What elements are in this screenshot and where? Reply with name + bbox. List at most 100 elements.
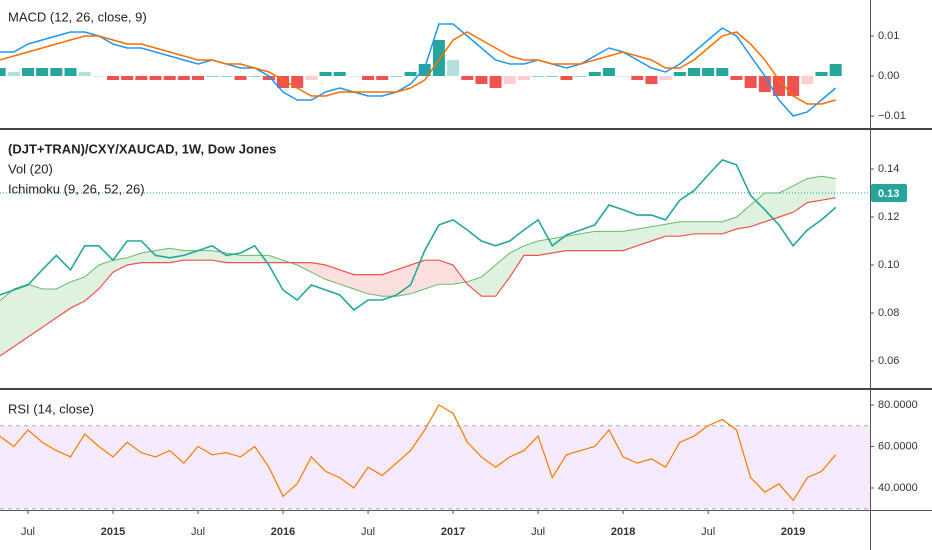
cloud xyxy=(155,248,170,263)
histogram-bar xyxy=(645,76,658,84)
histogram-bar xyxy=(588,72,601,76)
histogram-bar xyxy=(177,76,190,80)
cloud xyxy=(708,221,723,234)
histogram-bar xyxy=(432,40,445,76)
cloud xyxy=(339,269,354,289)
histogram-bar xyxy=(517,76,530,80)
cloud xyxy=(297,262,312,273)
cloud xyxy=(268,255,284,263)
x-tick-label: 2019 xyxy=(781,526,805,538)
histogram-bar xyxy=(390,76,403,77)
histogram-bar xyxy=(560,76,573,80)
series-line xyxy=(0,197,836,357)
histogram-bar xyxy=(772,76,785,96)
histogram-bar xyxy=(532,76,545,77)
x-tick-label: Jul xyxy=(531,526,545,538)
histogram-bar xyxy=(546,76,559,77)
histogram-bar xyxy=(262,76,275,80)
histogram-bar xyxy=(319,72,332,76)
y-tick-label: 0.08 xyxy=(878,307,899,319)
histogram-bar xyxy=(787,76,800,96)
y-tick-label: 0.14 xyxy=(878,163,899,175)
y-tick-label: 0.10 xyxy=(878,259,899,271)
indicator-label: Ichimoku (9, 26, 52, 26) xyxy=(8,181,145,196)
histogram-bar xyxy=(461,76,474,80)
cloud xyxy=(311,262,326,280)
cloud xyxy=(382,269,397,297)
x-tick-label: 2016 xyxy=(271,526,295,538)
histogram-bar xyxy=(815,72,828,76)
cloud xyxy=(353,274,369,294)
cloud xyxy=(608,231,624,251)
cloud xyxy=(509,245,524,277)
cloud xyxy=(70,277,85,309)
histogram-bar xyxy=(107,76,119,80)
series-line xyxy=(0,404,837,502)
cloud xyxy=(736,205,751,229)
cloud xyxy=(42,289,57,328)
cloud xyxy=(56,281,71,318)
histogram-bar xyxy=(220,76,233,77)
histogram-bar xyxy=(92,76,105,77)
histogram-bar xyxy=(36,68,49,76)
macd-title: MACD (12, 26, close, 9) xyxy=(8,9,147,24)
histogram-bar xyxy=(7,72,20,76)
x-tick-label: 2017 xyxy=(441,526,465,538)
histogram-bar xyxy=(716,68,729,76)
histogram-bar xyxy=(362,76,375,80)
histogram-bar xyxy=(404,72,417,76)
main-title: (DJT+TRAN)/CXY/XAUCAD, 1W, Dow Jones xyxy=(8,141,276,156)
histogram-bar xyxy=(744,76,757,88)
histogram-bar xyxy=(418,64,431,76)
histogram-bar xyxy=(149,76,162,80)
cloud xyxy=(84,265,99,301)
cloud xyxy=(0,289,14,356)
cloud xyxy=(693,221,709,234)
cloud xyxy=(183,250,199,261)
y-tick-label: 80.0000 xyxy=(878,399,918,411)
histogram-bar xyxy=(801,76,814,84)
cloud xyxy=(821,176,836,201)
histogram-bar xyxy=(163,76,176,80)
y-tick-label: 0.06 xyxy=(878,355,899,367)
cloud xyxy=(198,250,213,261)
histogram-bar xyxy=(673,72,686,76)
cloud xyxy=(141,250,156,263)
cloud xyxy=(481,265,496,297)
series-line xyxy=(0,31,836,105)
y-tick-label: 0.00 xyxy=(878,70,899,82)
cloud xyxy=(113,257,128,273)
cloud xyxy=(750,193,765,227)
y-tick-label: 0.01 xyxy=(878,30,899,42)
cloud xyxy=(552,236,567,253)
x-tick-label: 2015 xyxy=(101,526,125,538)
cloud xyxy=(594,231,609,251)
histogram-bar xyxy=(291,76,304,88)
cloud xyxy=(523,241,539,256)
histogram-bar xyxy=(305,76,318,80)
histogram-bar xyxy=(631,76,644,80)
cloud xyxy=(778,185,794,217)
cloud xyxy=(424,260,439,289)
series-line xyxy=(0,23,837,117)
histogram-bar xyxy=(333,72,346,76)
histogram-bar xyxy=(135,76,148,80)
rsi-title: RSI (14, close) xyxy=(8,401,94,416)
histogram-bar xyxy=(659,76,672,80)
histogram-bar xyxy=(347,76,360,77)
histogram-bar xyxy=(730,76,743,80)
histogram-bar xyxy=(687,68,700,76)
cloud xyxy=(13,284,28,347)
histogram-bar xyxy=(192,76,205,80)
cloud xyxy=(580,231,595,251)
layer xyxy=(0,23,870,510)
histogram-bar xyxy=(50,68,63,76)
cloud xyxy=(98,260,113,289)
last-value-tag xyxy=(871,184,907,202)
histogram-bar xyxy=(489,76,502,88)
indicator-label: Vol (20) xyxy=(8,161,53,176)
cloud xyxy=(495,253,510,297)
last-value-label: 0.13 xyxy=(878,188,899,200)
histogram-bar xyxy=(206,76,219,77)
